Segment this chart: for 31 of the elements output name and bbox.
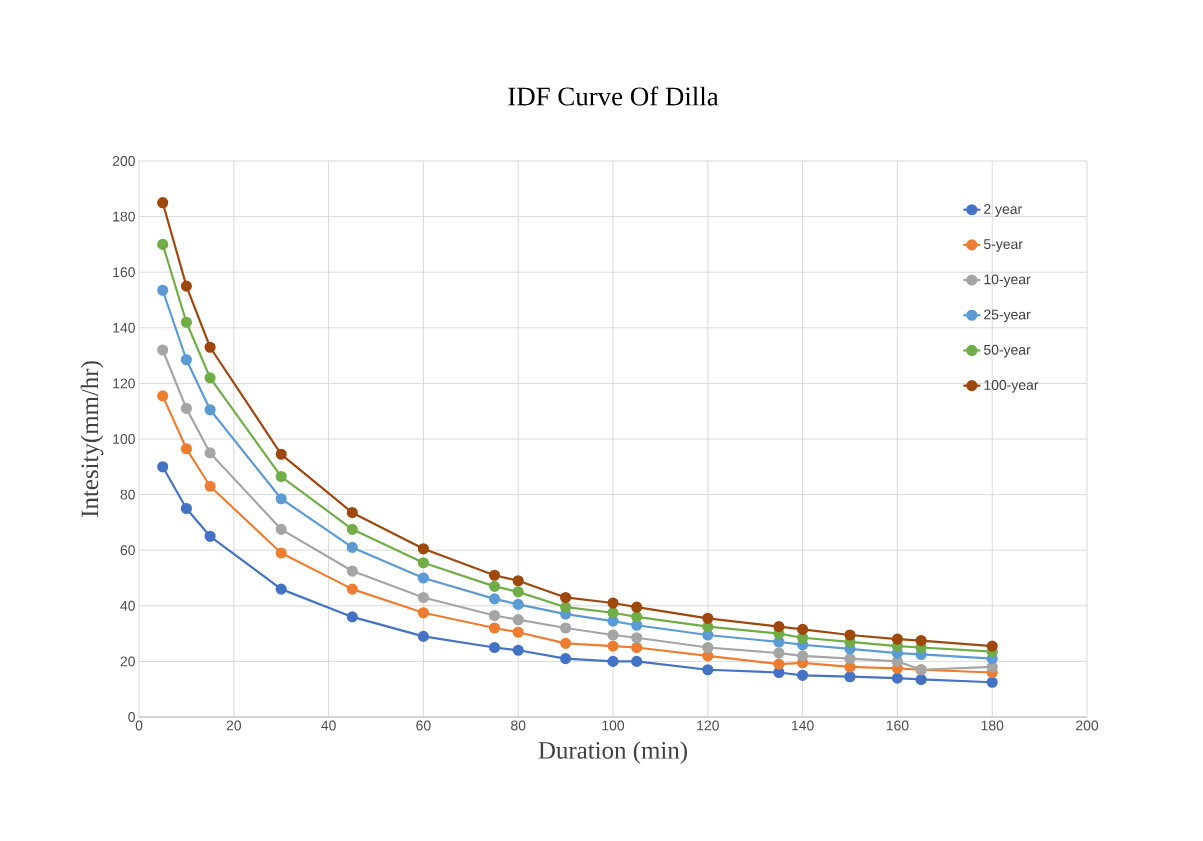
x-tick-label: 120 — [697, 720, 719, 731]
y-tick-label: 120 — [113, 378, 135, 389]
legend-label: 10-year — [984, 274, 1031, 288]
y-tick-label: 20 — [120, 656, 135, 667]
y-tick-label: 140 — [113, 322, 135, 333]
y-axis-title: Intesity(mm/hr) — [80, 361, 104, 517]
legend-label: 5-year — [983, 239, 1023, 252]
x-tick-label: 180 — [981, 720, 1004, 731]
y-tick-label: 80 — [120, 489, 135, 500]
legend-label: 50-year — [983, 344, 1031, 358]
y-tick-label: 40 — [120, 600, 135, 611]
x-tick-label: 40 — [321, 720, 336, 731]
x-tick-label: 60 — [416, 720, 431, 731]
y-tick-label: 180 — [113, 211, 135, 222]
x-tick-label: 160 — [886, 720, 909, 731]
y-tick-label: 160 — [113, 267, 135, 278]
legend-label: 2 year — [984, 204, 1022, 217]
x-tick-label: 20 — [226, 720, 242, 731]
x-tick-label: 200 — [1076, 720, 1099, 731]
chart-title: IDF Curve Of Dilla — [508, 86, 719, 106]
y-tick-label: 60 — [120, 545, 135, 556]
x-tick-label: 0 — [135, 720, 143, 731]
y-tick-label: 200 — [112, 156, 135, 166]
legend-label: 25-year — [984, 309, 1031, 323]
x-tick-label: 80 — [511, 720, 526, 731]
x-tick-label: 140 — [792, 720, 814, 731]
x-tick-label: 100 — [602, 720, 625, 731]
y-tick-label: 0 — [128, 712, 135, 722]
x-axis-title: Duration (min) — [538, 741, 687, 764]
y-tick-label: 100 — [113, 434, 135, 444]
legend-label: 100-year — [984, 380, 1039, 393]
